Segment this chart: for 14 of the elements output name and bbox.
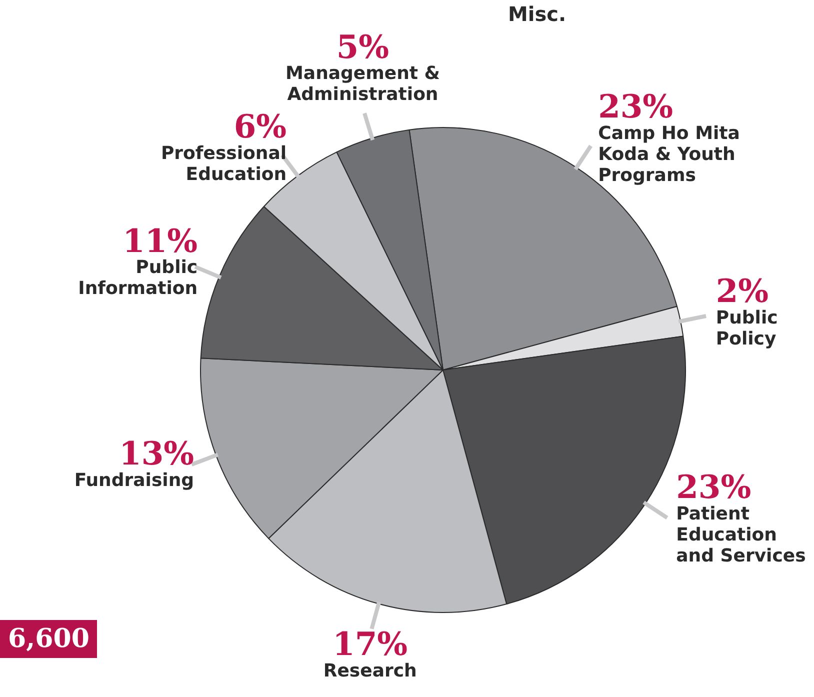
slice-label: Camp Ho Mita Koda & Youth Programs [598,123,740,186]
data-label: 11% [122,222,198,260]
data-label: 13% [119,434,194,472]
slice-label: Fundraising [74,470,194,491]
text: 6,600 [0,620,98,658]
slice-label: Research [323,660,417,682]
slice-label: Public Information [78,257,198,300]
data-label: 5% [336,28,390,66]
data-label: 23% [598,88,674,126]
data-label: 23% [676,468,752,506]
text: Misc. [508,2,566,26]
data-label: 17% [332,624,408,663]
slice-label: Management & Administration [286,63,440,106]
slice-label: Patient Education and Services [676,503,806,566]
